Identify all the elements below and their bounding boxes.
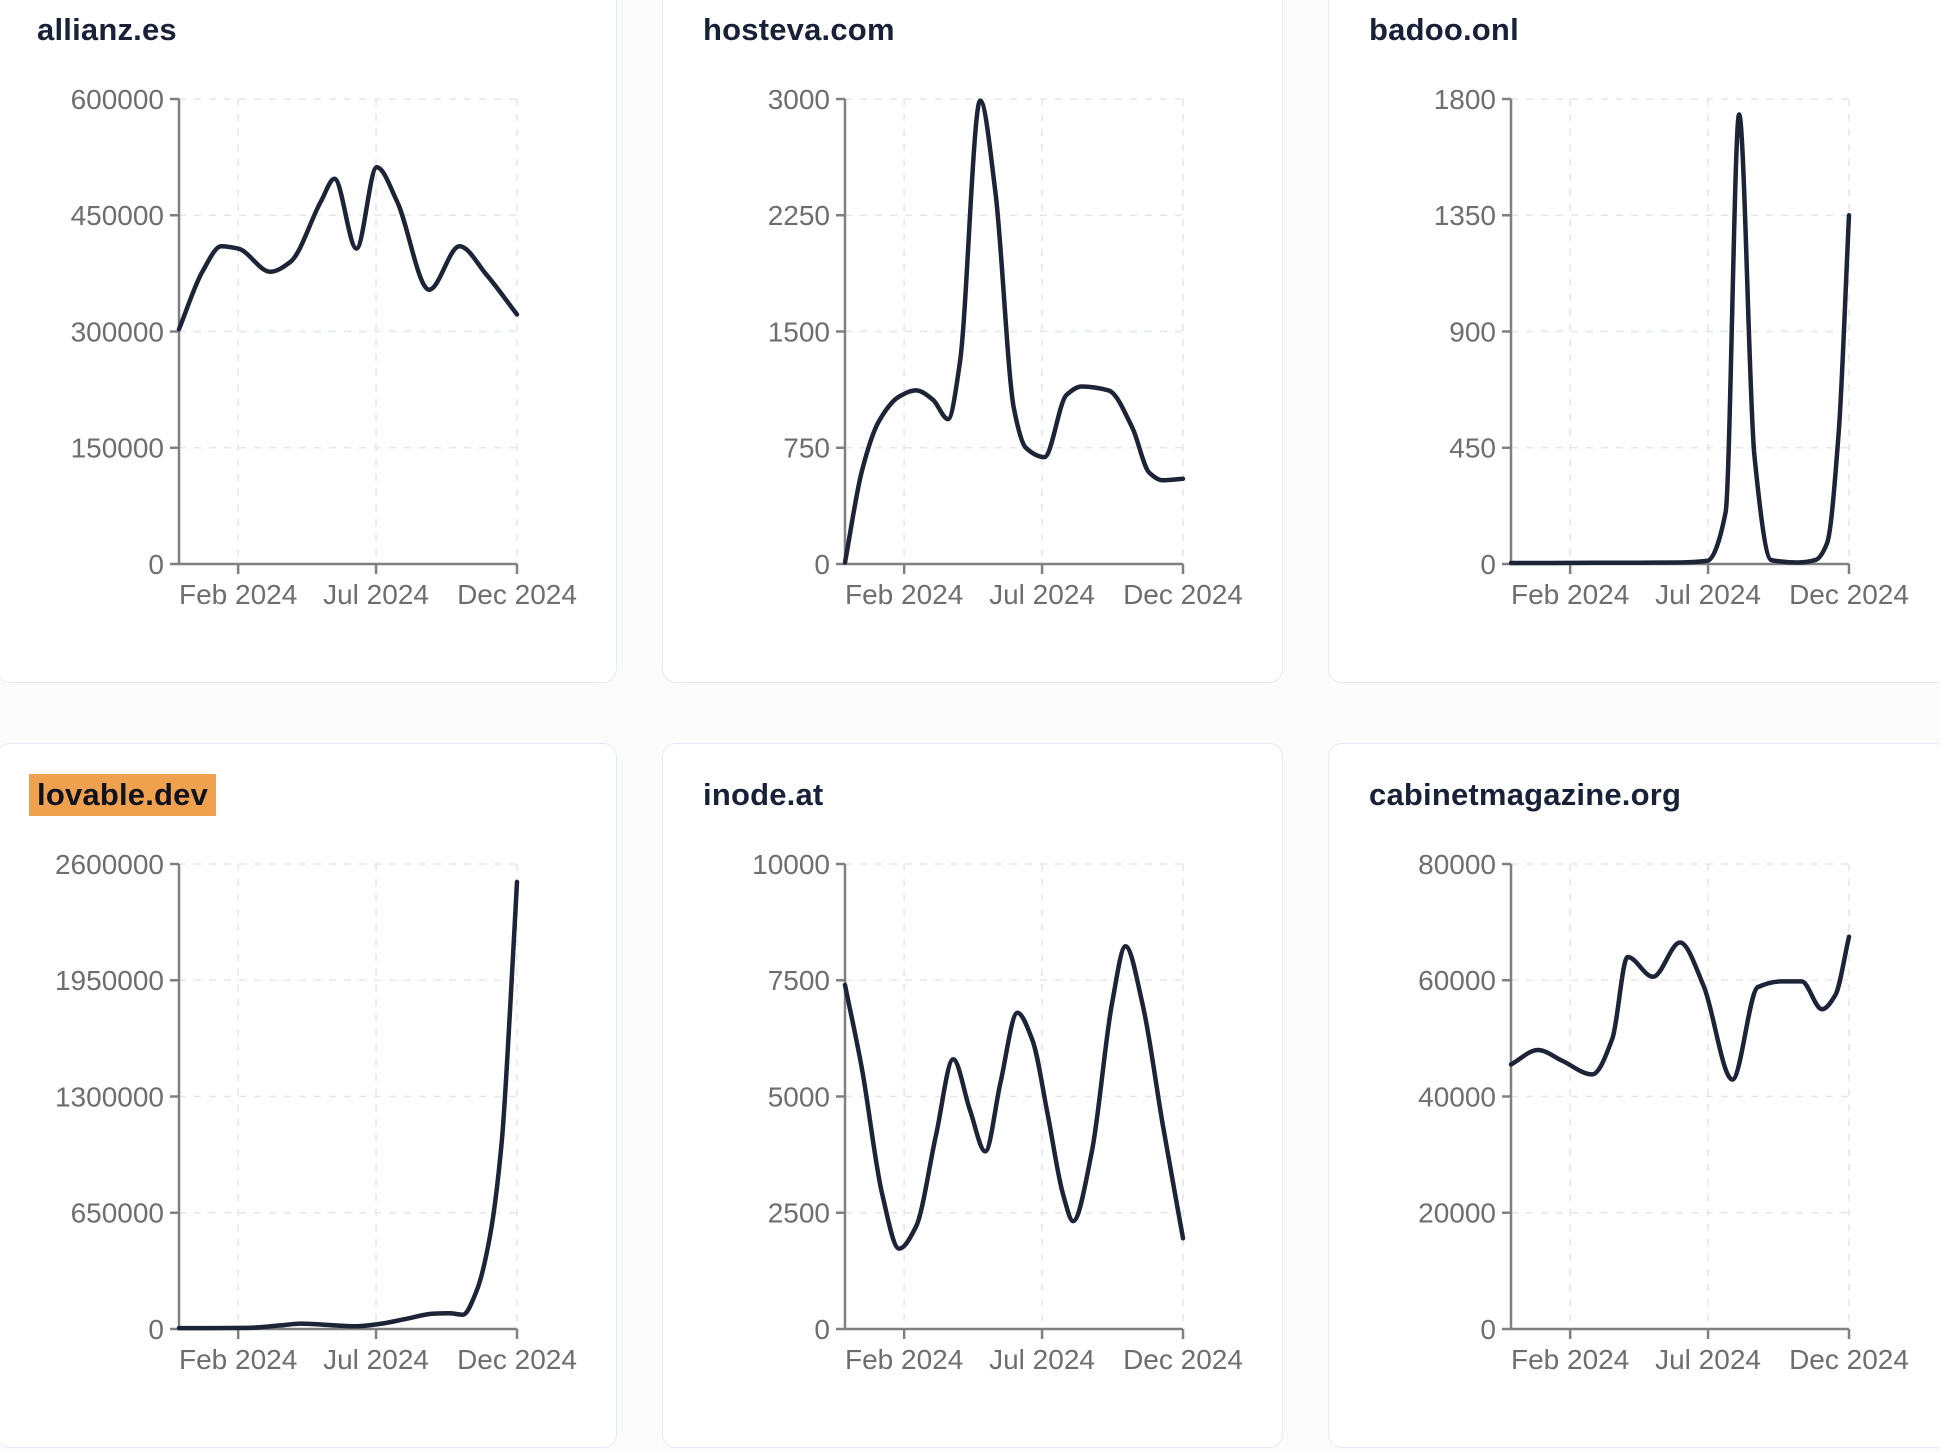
y-tick-label: 450000 (71, 200, 164, 231)
y-tick-label: 1800 (1434, 84, 1496, 115)
gridlines (845, 98, 1184, 564)
line-chart: 0 750 1500 2250 3000 Feb 2024 Jul 2024 Dec 2024 (768, 84, 1243, 610)
chart-title: inode.at (703, 777, 823, 813)
y-tick-label: 5000 (768, 1081, 830, 1112)
axes (1502, 97, 1851, 574)
y-tick-label: 750 (783, 433, 830, 464)
y-tick-label: 450 (1449, 433, 1496, 464)
chart-title-text: allianz.es (37, 12, 177, 47)
chart-card[interactable]: cabinetmagazine.org 0 20000 40000 60000 8000… (1328, 743, 1940, 1448)
line-chart: 0 2500 5000 7500 10000 Feb 2024 Jul 2024 Dec 20… (752, 849, 1243, 1375)
chart-card[interactable]: inode.at 0 2500 5000 7500 10000 Feb 2024 Jul 2… (662, 743, 1283, 1448)
chart-title: cabinetmagazine.org (1369, 777, 1681, 813)
chart-title: lovable.dev (29, 774, 217, 816)
series-line (1508, 934, 1852, 1082)
x-tick-label: Dec 2024 (457, 579, 577, 610)
chart-title: allianz.es (37, 12, 177, 48)
x-tick-label: Feb 2024 (845, 579, 963, 610)
y-tick-label: 900 (1449, 316, 1496, 347)
line-chart: 0 150000 300000 450000 600000 Feb 2024 Jul 202… (71, 84, 577, 610)
x-tick-label: Jul 2024 (989, 579, 1095, 610)
y-tick-label: 7500 (768, 965, 830, 996)
gridlines (1511, 863, 1850, 1329)
gridlines (179, 863, 518, 1329)
y-tick-label: 650000 (71, 1198, 164, 1229)
y-tick-label: 60000 (1418, 965, 1496, 996)
gridlines (845, 863, 1184, 1329)
tick-labels: 0 650000 1300000 1950000 2600000 Feb 2024 Jul … (55, 849, 577, 1375)
y-tick-label: 10000 (752, 849, 830, 880)
x-tick-label: Feb 2024 (845, 1344, 963, 1375)
y-tick-label: 0 (148, 549, 164, 580)
y-tick-label: 2600000 (55, 849, 164, 880)
x-tick-label: Feb 2024 (179, 1344, 297, 1375)
series-line (1508, 112, 1852, 566)
x-tick-label: Jul 2024 (1655, 1344, 1761, 1375)
gridlines (179, 98, 518, 564)
y-tick-label: 2500 (768, 1198, 830, 1229)
y-tick-label: 3000 (768, 84, 830, 115)
line-chart: 0 20000 40000 60000 80000 Feb 2024 Jul 2024 Dec… (1418, 849, 1909, 1375)
tick-labels: 0 2500 5000 7500 10000 Feb 2024 Jul 2024 Dec 20… (752, 849, 1243, 1375)
y-tick-label: 0 (814, 549, 830, 580)
series-line (176, 879, 520, 1331)
y-tick-label: 150000 (71, 433, 164, 464)
chart-title-text: inode.at (703, 777, 824, 812)
chart-card[interactable]: badoo.onl 0 450 900 1350 1800 Feb 2024 Jul 202… (1328, 0, 1940, 683)
y-tick-label: 80000 (1418, 849, 1496, 880)
x-tick-label: Jul 2024 (323, 1344, 429, 1375)
y-tick-label: 300000 (71, 316, 164, 347)
y-tick-label: 0 (1480, 549, 1496, 580)
x-tick-label: Feb 2024 (1511, 1344, 1629, 1375)
chart-title-text: cabinetmagazine.org (1369, 777, 1682, 812)
x-tick-label: Jul 2024 (323, 579, 429, 610)
x-tick-label: Dec 2024 (1789, 1344, 1909, 1375)
tick-labels: 0 20000 40000 60000 80000 Feb 2024 Jul 2024 Dec… (1418, 849, 1909, 1375)
chart-title-text: badoo.onl (1369, 12, 1519, 47)
gridlines (1511, 98, 1850, 564)
tick-labels: 0 450 900 1350 1800 Feb 2024 Jul 2024 Dec 2024 (1434, 84, 1909, 610)
axes (1502, 862, 1851, 1339)
series-line (176, 164, 520, 332)
x-tick-label: Dec 2024 (1789, 579, 1909, 610)
y-tick-label: 2250 (768, 200, 830, 231)
x-tick-label: Feb 2024 (179, 579, 297, 610)
tick-labels: 0 150000 300000 450000 600000 Feb 2024 Jul 202… (71, 84, 577, 610)
axes (170, 97, 519, 574)
x-tick-label: Jul 2024 (989, 1344, 1095, 1375)
x-tick-label: Feb 2024 (1511, 579, 1629, 610)
y-tick-label: 1350 (1434, 200, 1496, 231)
y-tick-label: 0 (1480, 1314, 1496, 1345)
y-tick-label: 1500 (768, 316, 830, 347)
y-tick-label: 1300000 (55, 1081, 164, 1112)
x-tick-label: Jul 2024 (1655, 579, 1761, 610)
chart-card[interactable]: lovable.dev 0 650000 1300000 1950000 2600000… (0, 743, 617, 1448)
y-tick-label: 20000 (1418, 1198, 1496, 1229)
chart-title: hosteva.com (703, 12, 895, 48)
tick-labels: 0 750 1500 2250 3000 Feb 2024 Jul 2024 Dec 2024 (768, 84, 1243, 610)
axes (836, 97, 1185, 574)
x-tick-label: Dec 2024 (457, 1344, 577, 1375)
line-chart: 0 650000 1300000 1950000 2600000 Feb 2024 Jul … (55, 849, 577, 1375)
series-line (842, 944, 1186, 1251)
x-tick-label: Dec 2024 (1123, 1344, 1243, 1375)
series-line (842, 98, 1186, 565)
y-tick-label: 40000 (1418, 1081, 1496, 1112)
y-tick-label: 0 (814, 1314, 830, 1345)
chart-card[interactable]: hosteva.com 0 750 1500 2250 3000 Feb 2024 Jul … (662, 0, 1283, 683)
chart-title-text: hosteva.com (703, 12, 895, 47)
chart-card[interactable]: allianz.es 0 150000 300000 450000 600000 Feb … (0, 0, 617, 683)
y-tick-label: 600000 (71, 84, 164, 115)
chart-title: badoo.onl (1369, 12, 1519, 48)
axes (170, 862, 519, 1339)
chart-title-text: lovable.dev (29, 774, 217, 816)
x-tick-label: Dec 2024 (1123, 579, 1243, 610)
axes (836, 862, 1185, 1339)
line-chart: 0 450 900 1350 1800 Feb 2024 Jul 2024 Dec 2024 (1434, 84, 1909, 610)
y-tick-label: 0 (148, 1314, 164, 1345)
y-tick-label: 1950000 (55, 965, 164, 996)
